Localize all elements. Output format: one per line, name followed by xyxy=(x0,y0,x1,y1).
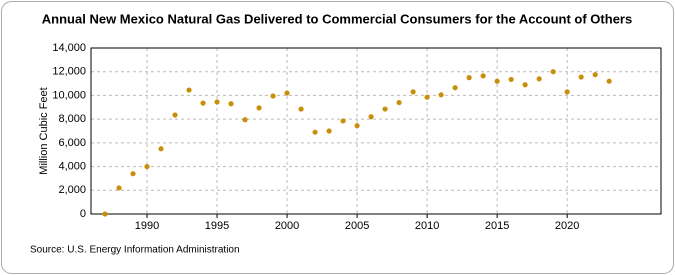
point xyxy=(480,73,486,79)
point xyxy=(172,112,178,118)
y-tick-label: 10,000 xyxy=(52,89,86,101)
point xyxy=(382,106,388,112)
x-tick-label: 2015 xyxy=(485,220,509,232)
point xyxy=(410,89,416,95)
y-tick-label: 14,000 xyxy=(52,42,86,54)
point xyxy=(536,76,542,82)
point xyxy=(578,74,584,80)
point xyxy=(256,105,262,111)
x-tick-label: 2000 xyxy=(275,220,299,232)
y-tick-label: 6,000 xyxy=(58,137,86,149)
x-tick-label: 1995 xyxy=(205,220,229,232)
x-tick-label: 2020 xyxy=(555,220,579,232)
point xyxy=(116,185,122,191)
point xyxy=(326,128,332,134)
point xyxy=(242,117,248,123)
point xyxy=(424,94,430,100)
point xyxy=(214,99,220,105)
y-tick-label: 0 xyxy=(80,208,86,220)
point xyxy=(550,69,556,75)
point xyxy=(102,211,108,217)
point xyxy=(452,85,458,91)
x-tick-label: 2005 xyxy=(345,220,369,232)
point xyxy=(312,129,318,135)
point xyxy=(340,118,346,124)
source: Source: U.S. Energy Information Administ… xyxy=(30,245,240,256)
y-tick-label: 2,000 xyxy=(58,184,86,196)
point xyxy=(200,100,206,106)
point xyxy=(228,101,234,107)
point xyxy=(564,89,570,95)
point xyxy=(606,78,612,84)
point xyxy=(396,99,402,106)
point xyxy=(522,82,528,88)
point xyxy=(270,93,276,99)
x-tick-label: 2010 xyxy=(415,220,439,232)
point xyxy=(158,146,164,152)
point xyxy=(354,123,360,129)
point xyxy=(494,78,500,84)
y-tick-label: 12,000 xyxy=(52,66,86,78)
point xyxy=(284,90,290,96)
y-tick-label: 8,000 xyxy=(58,113,86,125)
point xyxy=(130,171,136,177)
chart-title: Annual New Mexico Natural Gas Delivered … xyxy=(42,11,632,26)
point xyxy=(186,87,192,93)
point xyxy=(144,163,150,170)
y-tick-label: 4,000 xyxy=(58,160,86,172)
point xyxy=(508,76,514,83)
y-axis-label: Million Cubic Feet xyxy=(38,87,50,174)
point xyxy=(298,106,304,112)
point xyxy=(368,114,374,120)
plot-area xyxy=(90,47,662,215)
point xyxy=(438,92,444,98)
point xyxy=(592,72,598,78)
x-tick-label: 1990 xyxy=(135,220,159,232)
point xyxy=(466,75,472,81)
